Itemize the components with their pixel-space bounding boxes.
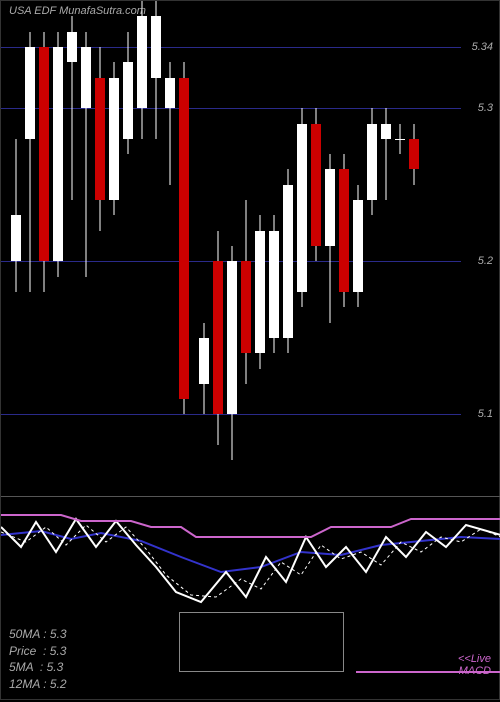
indicator-inset-box — [179, 612, 344, 672]
price-gridlabel: 5.3 — [478, 102, 493, 114]
live-macd-label: <<Live MACD — [458, 653, 491, 677]
stat-5ma: 5MA : 5.3 — [9, 659, 67, 676]
macd-panel: 50MA : 5.3 Price : 5.3 5MA : 5.3 12MA : … — [1, 496, 500, 701]
stat-50ma: 50MA : 5.3 — [9, 626, 67, 643]
price-gridline — [1, 108, 461, 109]
chart-title: USA EDF MunafaSutra.com — [9, 5, 146, 17]
ma-stats: 50MA : 5.3 Price : 5.3 5MA : 5.3 12MA : … — [9, 626, 67, 693]
stat-12ma: 12MA : 5.2 — [9, 676, 67, 693]
price-gridlabel: 5.34 — [472, 41, 493, 53]
stat-price: Price : 5.3 — [9, 643, 67, 660]
price-gridlabel: 5.1 — [478, 408, 493, 420]
stock-chart: USA EDF MunafaSutra.com 5.34 5.3 5.2 5.1 50… — [0, 0, 500, 700]
price-gridlabel: 5.2 — [478, 255, 493, 267]
price-panel: 5.34 5.3 5.2 5.1 — [1, 1, 500, 491]
